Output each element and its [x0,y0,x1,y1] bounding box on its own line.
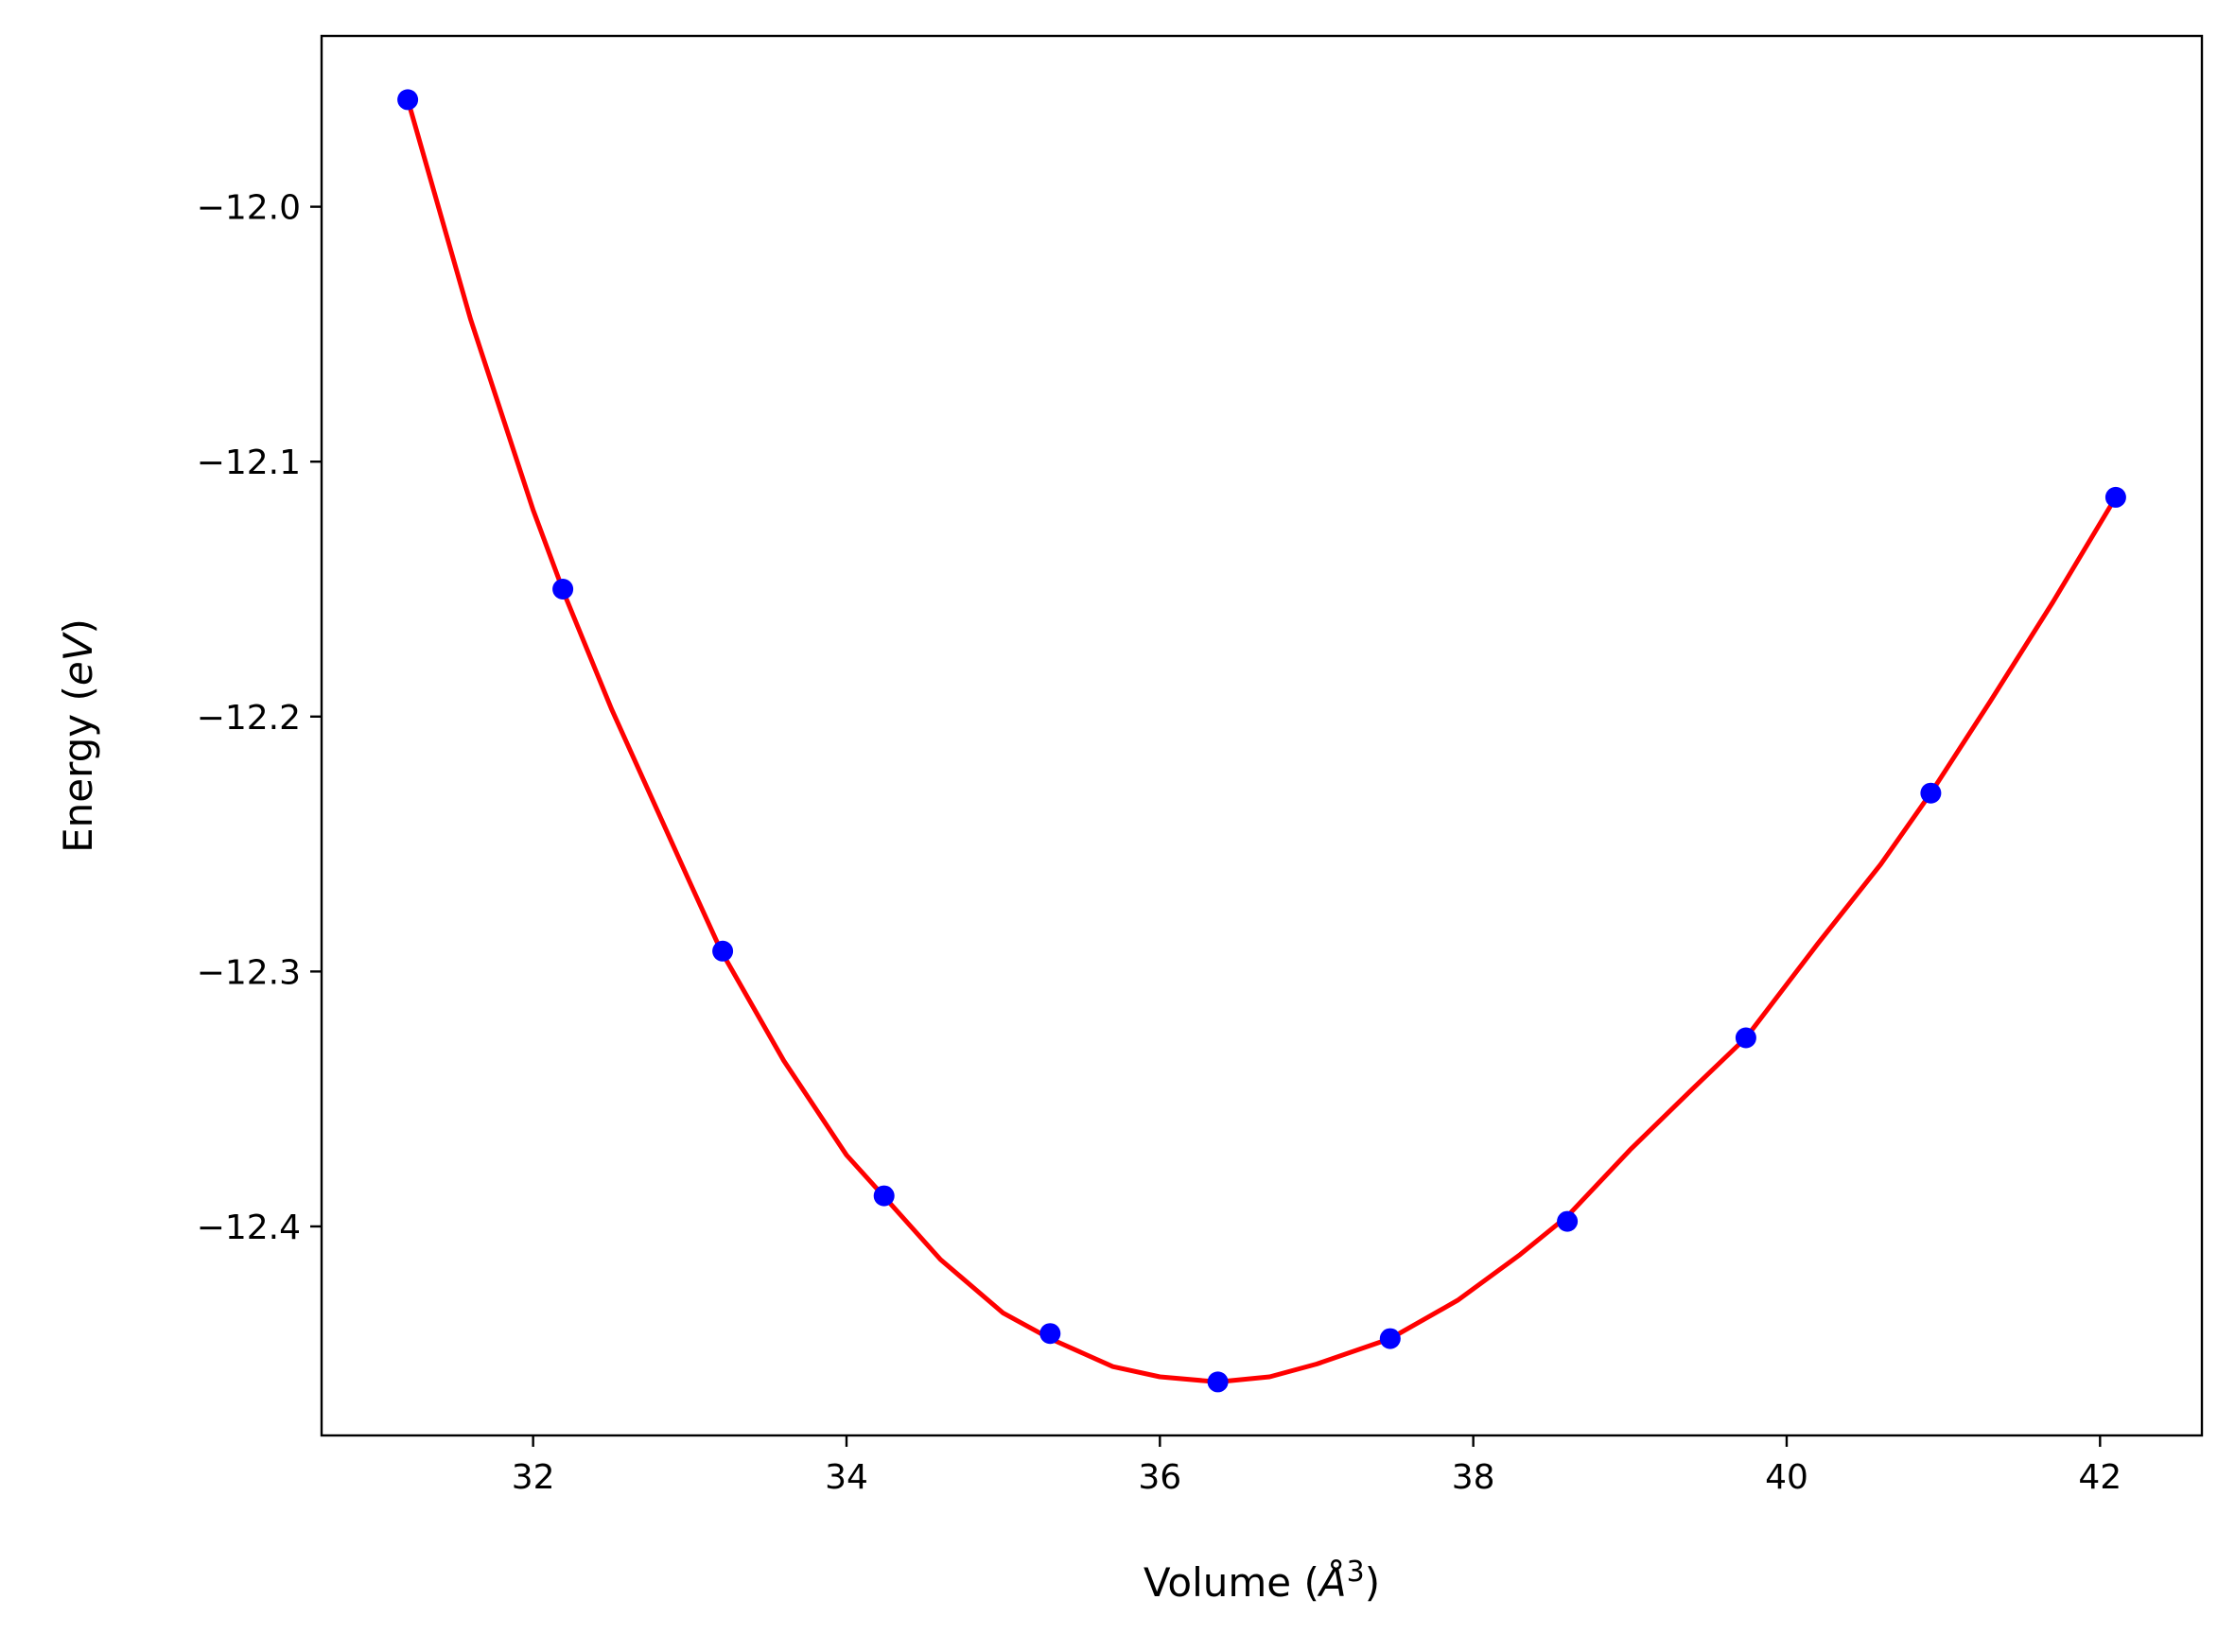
x-tick-label: 38 [1452,1458,1495,1497]
x-tick-label: 32 [512,1458,555,1497]
x-axis-label-suffix: ) [1365,1559,1380,1606]
data-point [1557,1210,1579,1232]
y-tick-label: −12.2 [197,699,301,738]
x-axis-label: Volume (Å3) [1144,1556,1380,1606]
y-tick-label: −12.4 [197,1209,301,1247]
y-axis-label: Energy (eV) [55,618,101,853]
data-point [1207,1371,1229,1393]
x-axis: 32 34 36 38 40 42 [512,1435,2122,1497]
x-axis-label-unit: Å [1317,1558,1347,1606]
x-tick-label: 42 [2078,1458,2122,1497]
y-axis: −12.0 −12.1 −12.2 −12.3 −12.4 [197,189,322,1247]
data-point [397,89,419,111]
x-axis-label-exponent: 3 [1347,1556,1365,1589]
data-point [1920,782,1942,804]
y-tick-label: −12.1 [197,443,301,482]
data-point [712,940,734,962]
data-point [873,1185,895,1207]
x-tick-label: 40 [1765,1458,1808,1497]
data-point [1379,1328,1401,1349]
x-tick-label: 36 [1138,1458,1181,1497]
data-point [2104,486,2126,508]
plot-area [397,89,2126,1393]
data-point [1735,1027,1756,1049]
data-point [552,579,574,600]
x-tick-label: 34 [825,1458,868,1497]
data-point [1039,1323,1061,1345]
y-axis-label-unit: eV [55,631,101,686]
y-axis-label-suffix: ) [55,618,101,634]
y-tick-label: −12.0 [197,189,301,228]
y-axis-label-prefix: Energy ( [55,686,101,853]
y-tick-label: −12.3 [197,953,301,992]
x-axis-label-prefix: Volume ( [1144,1559,1319,1606]
axes-frame [320,34,2204,1437]
